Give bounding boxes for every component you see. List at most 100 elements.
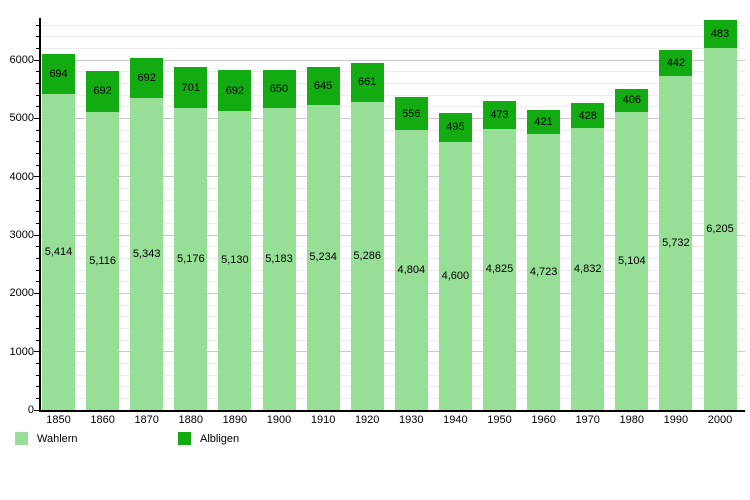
y-axis-tick-minor: [36, 362, 40, 364]
y-axis-tick-minor: [36, 71, 40, 73]
y-axis-tick-minor: [36, 24, 40, 26]
bar-segment-albligen-1980: [615, 88, 649, 113]
value-label-albligen-1890: 692: [225, 84, 245, 97]
y-axis-tick-minor: [36, 339, 40, 341]
gridline-minor: [40, 129, 745, 131]
gridline-minor: [40, 327, 745, 329]
y-axis-label-3000: 3000: [9, 229, 34, 241]
value-label-wahlern-1870: 5,343: [132, 248, 161, 261]
gridline-minor: [40, 257, 745, 259]
gridline-minor: [40, 316, 745, 318]
bar-segment-wahlern-1860: [86, 111, 120, 410]
y-axis-tick-minor: [36, 47, 40, 49]
x-axis-label-1880: 1880: [178, 414, 204, 426]
gridline-major: [40, 176, 745, 178]
value-label-albligen-1910: 645: [313, 79, 333, 92]
bar-segment-wahlern-1980: [615, 112, 649, 410]
y-axis-tick-minor: [36, 397, 40, 399]
y-axis-tick-major: [34, 292, 40, 294]
bar-segment-albligen-1850: [42, 53, 75, 95]
gridline-minor: [40, 222, 745, 224]
value-label-wahlern-2000: 6,205: [706, 223, 734, 236]
y-axis-label-1000: 1000: [9, 345, 34, 358]
x-axis-label-1850: 1850: [46, 414, 71, 426]
value-label-wahlern-1990: 5,732: [662, 236, 690, 249]
y-axis-tick-minor: [36, 187, 40, 189]
value-label-albligen-1990: 442: [666, 56, 686, 69]
value-label-wahlern-1860: 5,116: [89, 254, 116, 267]
value-label-albligen-1880: 701: [181, 81, 200, 94]
value-label-wahlern-1980: 5,104: [618, 255, 646, 268]
bar-segment-wahlern-1990: [659, 75, 693, 410]
gridline-major: [40, 292, 745, 294]
y-axis-tick-major: [34, 176, 40, 178]
gridline-minor: [40, 152, 745, 154]
y-axis-tick-minor: [36, 246, 40, 248]
bar-segment-albligen-1900: [262, 69, 296, 108]
value-label-albligen-1850: 694: [49, 67, 68, 80]
value-label-wahlern-1970: 4,832: [573, 263, 602, 276]
legend-label-albligen: Albligen: [200, 432, 240, 445]
gridline-minor: [40, 164, 745, 166]
bar-segment-albligen-1960: [527, 109, 561, 135]
value-label-wahlern-1890: 5,130: [221, 254, 249, 267]
bar-segment-wahlern-1930: [394, 129, 428, 410]
gridline-minor: [40, 82, 745, 84]
y-axis-tick-minor: [36, 327, 40, 329]
y-axis-tick-minor: [36, 106, 40, 108]
y-axis-tick-major: [34, 59, 40, 61]
bar-segment-wahlern-1940: [438, 141, 472, 410]
x-axis-label-2000: 2000: [707, 414, 733, 426]
y-axis-label-2000: 2000: [9, 287, 34, 300]
bar-segment-albligen-1870: [130, 57, 164, 99]
gridline-major: [40, 117, 745, 119]
bar-segment-wahlern-1970: [571, 128, 605, 410]
gridline-minor: [40, 339, 745, 341]
gridline-major: [40, 59, 745, 61]
gridline-minor: [40, 281, 745, 283]
y-axis-tick-minor: [36, 316, 40, 318]
bar-segment-albligen-1990: [659, 49, 693, 76]
y-axis-tick-minor: [36, 304, 40, 306]
gridline-minor: [40, 211, 745, 213]
value-label-wahlern-1960: 4,723: [529, 266, 558, 279]
bar-segment-wahlern-1880: [174, 108, 208, 410]
bar-segment-albligen-1920: [350, 63, 384, 102]
x-axis-label-1870: 1870: [134, 414, 159, 426]
y-axis-tick-minor: [36, 36, 40, 38]
value-label-albligen-1940: 495: [446, 121, 465, 134]
value-label-albligen-1900: 650: [269, 82, 289, 95]
value-label-albligen-1860: 692: [93, 85, 112, 98]
y-axis-label-6000: 6000: [9, 54, 34, 66]
value-label-wahlern-1930: 4,804: [397, 263, 426, 276]
value-label-wahlern-1920: 5,286: [353, 249, 381, 262]
value-label-albligen-1980: 406: [622, 94, 641, 107]
y-axis-tick-minor: [36, 374, 40, 376]
gridline-minor: [40, 386, 745, 388]
y-axis-tick-major: [34, 234, 40, 236]
gridline-minor: [40, 187, 745, 189]
y-axis-tick-major: [34, 117, 40, 119]
bar-segment-albligen-1890: [218, 70, 252, 111]
legend-label-wahlern: Wahlern: [37, 432, 78, 445]
y-axis-label-5000: 5000: [9, 112, 34, 125]
bar-segment-albligen-1930: [394, 97, 428, 130]
y-axis-tick-minor: [36, 129, 40, 131]
y-axis-tick-minor: [36, 257, 40, 259]
gridline-minor: [40, 397, 745, 399]
y-axis-tick-minor: [36, 152, 40, 154]
gridline-minor: [40, 374, 745, 376]
bar-segment-wahlern-1960: [527, 134, 561, 410]
y-axis-tick-major: [34, 409, 40, 411]
bar-segment-albligen-1970: [571, 103, 605, 129]
x-axis-line: [39, 410, 745, 412]
x-axis-label-1990: 1990: [663, 414, 689, 426]
gridline-minor: [40, 304, 745, 306]
bar-segment-wahlern-1850: [42, 94, 75, 410]
legend-swatch-albligen: [178, 432, 191, 445]
y-axis-tick-minor: [36, 211, 40, 213]
bar-segment-wahlern-1900: [262, 107, 296, 410]
y-axis-tick-minor: [36, 141, 40, 143]
y-axis-label-4000: 4000: [9, 170, 34, 183]
bar-segment-wahlern-1910: [306, 104, 340, 410]
